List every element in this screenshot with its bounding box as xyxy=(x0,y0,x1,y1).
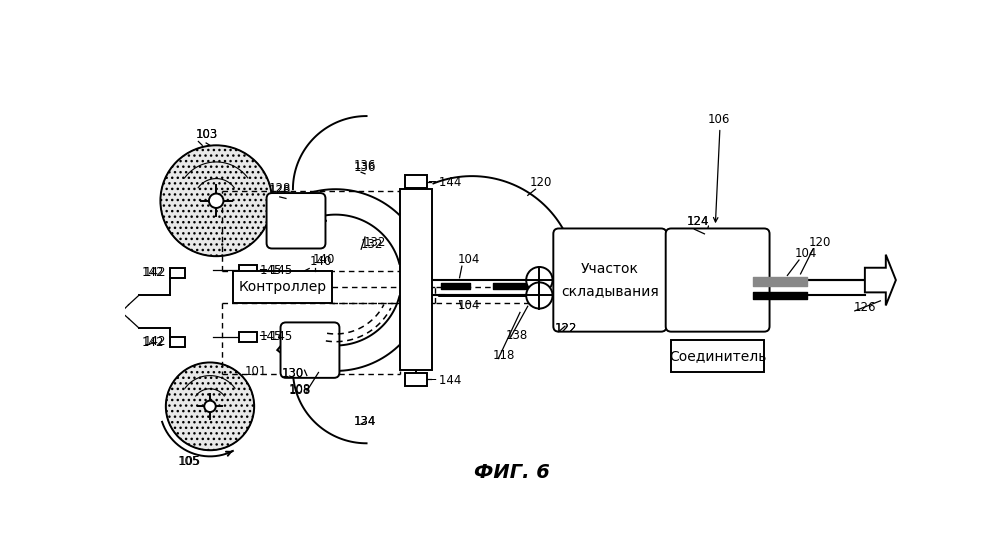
Bar xyxy=(240,332,256,342)
Text: 122: 122 xyxy=(555,322,578,335)
Bar xyxy=(170,268,186,278)
Text: 142: 142 xyxy=(142,336,165,349)
FancyBboxPatch shape xyxy=(266,193,325,249)
Text: 120: 120 xyxy=(529,176,552,189)
Text: 145: 145 xyxy=(259,264,282,277)
Text: 138: 138 xyxy=(506,329,528,342)
Text: 118: 118 xyxy=(493,349,515,362)
Text: 103: 103 xyxy=(196,129,219,141)
Text: 120: 120 xyxy=(808,236,830,249)
Text: ─ 145: ─ 145 xyxy=(259,264,292,277)
Text: ─ 144: ─ 144 xyxy=(428,374,462,387)
Text: 108: 108 xyxy=(289,383,311,395)
Text: 136: 136 xyxy=(353,160,376,172)
Text: 105: 105 xyxy=(179,455,202,468)
Text: 142: 142 xyxy=(144,335,167,348)
Bar xyxy=(234,271,332,303)
Text: 134: 134 xyxy=(353,415,376,428)
Circle shape xyxy=(526,282,553,309)
Text: 108: 108 xyxy=(289,384,311,397)
Text: 145: 145 xyxy=(259,330,282,343)
Text: 124: 124 xyxy=(687,214,710,228)
Text: Контроллер: Контроллер xyxy=(239,280,327,294)
Circle shape xyxy=(209,194,224,208)
Text: 124: 124 xyxy=(687,214,710,228)
Text: 132: 132 xyxy=(361,238,383,251)
FancyBboxPatch shape xyxy=(666,228,769,332)
Text: 106: 106 xyxy=(708,113,730,126)
Polygon shape xyxy=(277,296,424,371)
Circle shape xyxy=(161,145,272,256)
Text: 103: 103 xyxy=(196,129,219,141)
FancyBboxPatch shape xyxy=(553,228,667,332)
Text: 104: 104 xyxy=(458,299,480,312)
Polygon shape xyxy=(865,255,896,305)
Bar xyxy=(240,266,256,276)
Text: 122: 122 xyxy=(555,322,578,335)
Bar xyxy=(405,175,427,188)
FancyBboxPatch shape xyxy=(280,322,339,378)
Circle shape xyxy=(526,267,553,293)
Bar xyxy=(405,373,427,386)
Text: ФИГ. 6: ФИГ. 6 xyxy=(473,463,550,482)
Text: 132: 132 xyxy=(363,236,386,249)
Text: 142: 142 xyxy=(142,266,165,279)
Text: 140: 140 xyxy=(312,253,334,266)
Text: 104: 104 xyxy=(458,253,480,266)
Text: 130: 130 xyxy=(281,367,303,380)
Polygon shape xyxy=(277,189,424,264)
Circle shape xyxy=(166,362,254,450)
Text: ─ 144: ─ 144 xyxy=(428,176,462,189)
Text: Соединитель: Соединитель xyxy=(669,349,766,364)
Text: 136: 136 xyxy=(353,161,376,174)
Text: 128: 128 xyxy=(268,183,291,195)
Bar xyxy=(671,340,764,372)
Text: 140: 140 xyxy=(309,255,331,268)
Circle shape xyxy=(205,400,216,412)
Text: 105: 105 xyxy=(178,455,200,468)
Text: 130: 130 xyxy=(281,367,303,380)
Text: складывания: складывания xyxy=(561,284,659,298)
Text: 101: 101 xyxy=(245,365,267,378)
Text: ─ 145: ─ 145 xyxy=(259,330,292,343)
Text: Участок: Участок xyxy=(581,262,639,276)
Text: 104: 104 xyxy=(795,247,817,260)
Text: 128: 128 xyxy=(268,184,291,197)
Text: 142: 142 xyxy=(144,266,167,279)
Bar xyxy=(170,337,186,347)
Bar xyxy=(400,189,432,370)
Text: 134: 134 xyxy=(353,415,376,428)
Text: 126: 126 xyxy=(853,301,876,314)
